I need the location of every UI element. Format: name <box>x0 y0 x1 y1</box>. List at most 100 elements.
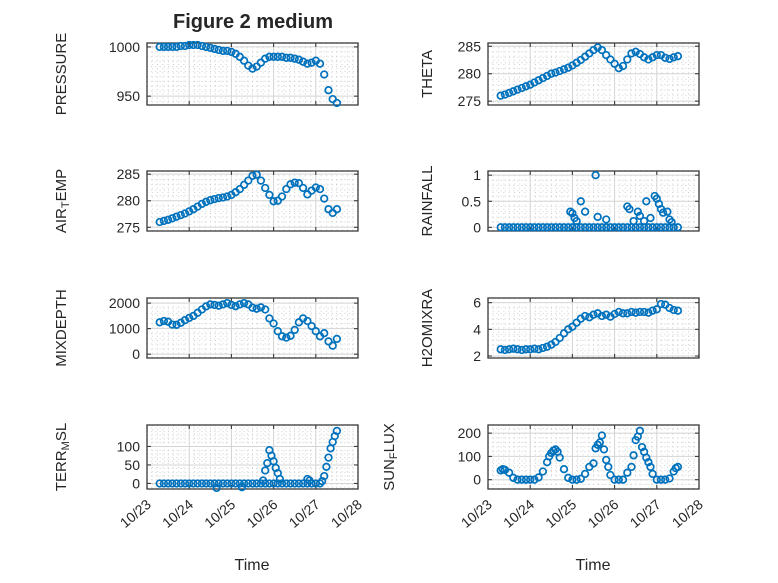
x-tick-label: 10/23 <box>117 496 154 531</box>
data-point <box>538 467 548 476</box>
data-point <box>673 306 683 315</box>
data-point <box>261 183 270 193</box>
y-axis-label-terr_msl: TERRMSL <box>53 423 72 491</box>
data-point <box>275 474 285 484</box>
data-point <box>286 331 295 340</box>
data-point <box>282 184 291 194</box>
data-point <box>618 309 628 318</box>
data-point <box>534 345 543 354</box>
x-axis-label-right: Time <box>576 557 611 574</box>
data-point <box>504 223 514 232</box>
data-point <box>210 194 219 204</box>
data-point <box>517 345 526 355</box>
data-point <box>530 78 539 87</box>
data-point <box>572 475 581 484</box>
data-point <box>261 305 270 314</box>
y-tick-label: 2000 <box>109 295 140 311</box>
data-point <box>644 55 653 64</box>
data-point <box>599 445 609 454</box>
data-point <box>277 332 287 341</box>
data-point <box>265 52 274 61</box>
x-tick-label: 10/28 <box>669 496 706 531</box>
data-point <box>223 298 232 308</box>
data-point <box>629 451 638 460</box>
data-point <box>223 192 232 201</box>
data-point <box>298 57 308 66</box>
data-point <box>513 475 522 484</box>
data-point <box>559 223 569 232</box>
data-point <box>504 468 514 477</box>
data-point <box>277 52 287 61</box>
x-tick-label: 10/23 <box>458 496 495 531</box>
data-point <box>290 479 299 488</box>
data-point <box>610 475 619 484</box>
data-point <box>498 465 507 474</box>
data-point <box>155 42 164 52</box>
data-point <box>210 300 219 310</box>
y-tick-label: 0 <box>473 219 481 235</box>
y-tick-label: 50 <box>124 457 140 473</box>
series-pressure <box>155 40 342 108</box>
data-point <box>252 304 261 313</box>
data-point <box>509 473 518 482</box>
data-point <box>252 479 261 488</box>
data-point <box>265 479 274 488</box>
data-point <box>286 180 295 189</box>
x-tick-label: 10/27 <box>627 496 664 531</box>
data-point <box>521 475 531 484</box>
data-point <box>614 475 623 484</box>
series-sun_flux <box>496 426 683 484</box>
data-point <box>614 223 623 232</box>
data-point <box>625 204 634 214</box>
data-point <box>644 223 653 232</box>
y-tick-label: 275 <box>458 93 482 109</box>
data-point <box>526 345 535 354</box>
data-point <box>210 479 219 488</box>
data-point <box>542 71 552 81</box>
data-point <box>646 462 655 472</box>
y-tick-label: 280 <box>458 66 482 82</box>
x-tick-label: 10/25 <box>201 496 238 531</box>
subplot-h2omixra: 2 4 6 H2OMIXRA <box>419 289 700 367</box>
x-tick-label: 10/24 <box>500 496 537 531</box>
data-point <box>273 327 282 336</box>
data-point <box>597 45 607 55</box>
y-tick-label: 285 <box>117 166 141 182</box>
data-point <box>663 207 672 216</box>
data-point <box>214 45 223 55</box>
data-point <box>602 223 611 232</box>
tick-marks <box>487 425 700 489</box>
data-point <box>269 197 278 206</box>
data-point <box>513 223 522 232</box>
data-point <box>642 453 651 462</box>
data-point <box>265 190 274 200</box>
y-tick-label: 4 <box>473 321 481 337</box>
data-point <box>504 88 514 98</box>
data-point <box>294 55 304 64</box>
data-point <box>633 207 642 216</box>
data-point <box>610 59 619 68</box>
data-point <box>163 479 173 488</box>
data-point <box>282 479 291 488</box>
data-point <box>189 40 198 50</box>
data-point <box>671 463 680 473</box>
data-point <box>500 223 510 232</box>
data-point <box>235 184 244 194</box>
data-point <box>606 55 615 64</box>
data-point <box>290 178 299 187</box>
y-axis-label-pressure: PRESSURE <box>53 33 70 116</box>
data-point <box>231 479 240 488</box>
data-point <box>500 345 510 355</box>
data-point <box>526 80 535 89</box>
data-point <box>172 479 181 488</box>
data-point <box>517 475 526 484</box>
data-point <box>568 209 577 218</box>
tick-marks <box>146 43 359 105</box>
data-point <box>197 41 207 51</box>
data-point <box>623 309 632 318</box>
data-point <box>610 309 619 319</box>
data-point <box>631 47 640 56</box>
y-tick-label: 1 <box>473 167 481 183</box>
data-point <box>206 479 215 488</box>
data-point <box>332 205 342 214</box>
